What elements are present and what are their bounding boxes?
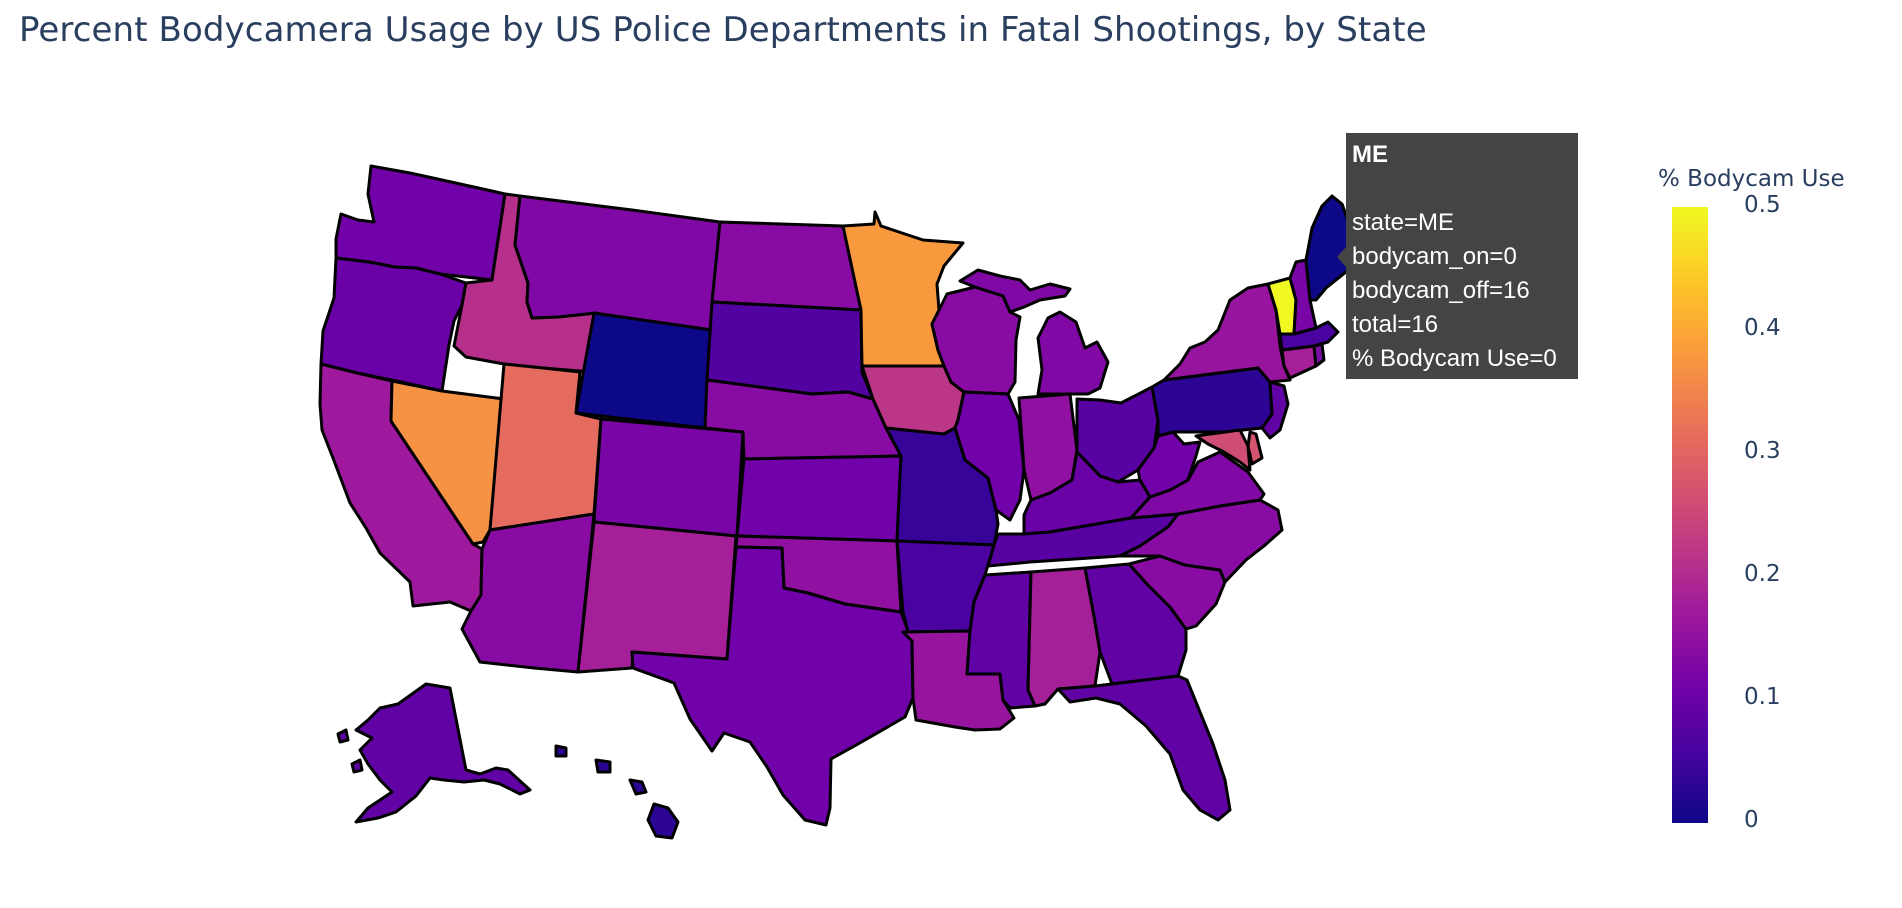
state-ri[interactable] [1312,342,1326,368]
colorbar-tick-0.4: 0.4 [1744,315,1781,341]
tooltip-pointer [1337,246,1347,268]
state-nh[interactable] [1288,258,1318,336]
state-hi-maui[interactable] [628,778,648,796]
state-wv[interactable] [1136,430,1202,499]
tooltip-line-bodycam-off: bodycam_off=16 [1352,277,1530,304]
colorbar-tick-0.1: 0.1 [1744,684,1781,710]
state-il[interactable] [953,390,1026,522]
state-ak-island-2[interactable] [350,758,364,774]
state-md[interactable] [1194,428,1252,472]
colorbar-tick-0.3: 0.3 [1744,438,1781,464]
state-nj[interactable] [1260,380,1290,440]
state-tx[interactable] [630,545,915,827]
state-fl[interactable] [1056,674,1232,822]
colorbar-tick-0.5: 0.5 [1744,192,1781,218]
state-ak-island[interactable] [336,728,350,744]
state-co[interactable] [592,417,745,538]
colorbar-tick-0.2: 0.2 [1744,561,1781,587]
state-mi-upper[interactable] [958,268,1072,314]
state-wy[interactable] [574,311,714,430]
state-ma[interactable] [1278,320,1340,352]
tooltip-line-bodycam-on: bodycam_on=0 [1352,243,1517,270]
colorbar: % Bodycam Use 0.5 0.4 0.3 0.2 0.1 0 [1650,160,1900,850]
hover-tooltip: ME state=ME bodycam_on=0 bodycam_off=16 … [1346,133,1578,379]
colorbar-title: % Bodycam Use [1658,166,1845,192]
colorbar-tick-0: 0 [1744,807,1759,833]
state-mi[interactable] [1036,310,1110,396]
state-hi-oahu[interactable] [594,758,612,774]
state-nc[interactable] [1118,498,1284,584]
state-mt[interactable] [513,194,722,332]
colorbar-gradient [1672,207,1708,823]
state-hi-kauai[interactable] [554,744,568,758]
state-or[interactable] [319,256,468,393]
tooltip-line-state: state=ME [1352,209,1455,236]
tooltip-line-pct: % Bodycam Use=0 [1352,345,1557,372]
state-nm[interactable] [576,520,738,674]
state-nd[interactable] [710,220,863,312]
state-ks[interactable] [735,454,903,543]
state-de[interactable] [1246,430,1264,466]
state-hi[interactable] [646,802,680,840]
tooltip-line-total: total=16 [1352,311,1439,338]
state-ak[interactable] [354,682,532,824]
tooltip-title: ME [1352,141,1388,168]
chart-title: Percent Bodycamera Usage by US Police De… [19,10,1427,50]
